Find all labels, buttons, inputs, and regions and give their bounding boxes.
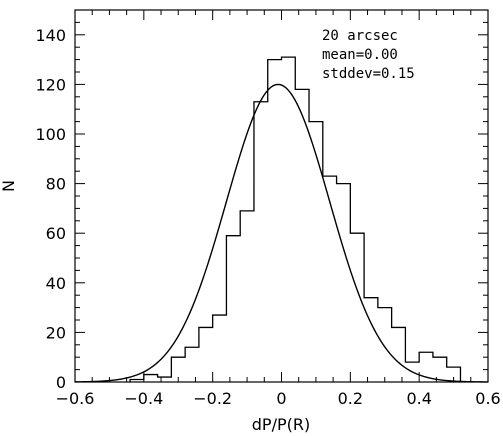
y-axis-tick-labels: 0 20 40 60 80 100 120 140 xyxy=(35,26,66,392)
y-axis-ticks xyxy=(75,9,488,383)
y-tick-label: 80 xyxy=(46,175,66,194)
histogram-series xyxy=(129,56,462,382)
x-tick-label: −0.2 xyxy=(193,389,232,408)
x-tick-label: 0.2 xyxy=(338,389,363,408)
y-tick-label: 120 xyxy=(35,75,66,94)
y-axis-title: N xyxy=(0,180,18,192)
x-tick-label: 0 xyxy=(276,389,286,408)
x-axis-tick-labels: −0.6 −0.4 −0.2 0 0.2 0.4 0.6 xyxy=(56,389,501,408)
y-tick-label: 60 xyxy=(46,224,66,243)
x-tick-label: 0.6 xyxy=(475,389,500,408)
y-tick-label: 40 xyxy=(46,274,66,293)
x-tick-label: −0.4 xyxy=(124,389,163,408)
annotation-aperture: 20 arcsec xyxy=(322,28,398,44)
x-axis-ticks xyxy=(74,10,489,382)
x-tick-label: −0.6 xyxy=(56,389,95,408)
y-tick-label: 100 xyxy=(35,125,66,144)
plot-frame xyxy=(74,9,489,383)
y-tick-label: 20 xyxy=(46,323,66,342)
gaussian-fit-curve xyxy=(74,83,489,383)
y-tick-label: 0 xyxy=(56,373,66,392)
x-tick-label: 0.4 xyxy=(406,389,431,408)
annotation-mean: mean=0.00 xyxy=(322,47,398,63)
y-tick-label: 140 xyxy=(35,26,66,45)
x-axis-title: dP/P(R) xyxy=(252,415,310,434)
annotation-stddev: stddev=0.15 xyxy=(322,66,415,82)
